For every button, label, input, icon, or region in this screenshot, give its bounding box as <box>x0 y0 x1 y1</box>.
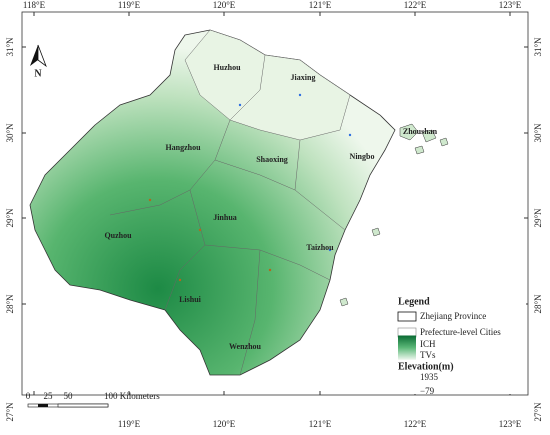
lat-label: 30°N <box>5 123 15 143</box>
city-labels: Huzhou Jiaxing Hangzhou Shaoxing Ningbo Zhous… <box>104 63 437 351</box>
lon-label: 120°E <box>213 0 236 10</box>
lon-label: 121°E <box>309 419 332 429</box>
legend: Legend Zhejiang Province Prefecture-leve… <box>393 294 526 396</box>
legend-label: Elevation(m) <box>398 361 454 372</box>
lon-label: 122°E <box>404 419 427 429</box>
lat-label: 31°N <box>5 37 15 57</box>
lat-label: 28°N <box>533 294 543 314</box>
city-label: Taizhou <box>306 243 334 252</box>
tv-point <box>178 278 182 282</box>
lat-label: 29°N <box>5 208 15 228</box>
lat-label: 30°N <box>533 123 543 143</box>
city-boundaries <box>109 54 346 376</box>
lon-label: 119°E <box>118 0 141 10</box>
lat-label: 28°N <box>5 294 15 314</box>
lon-label: 118°E <box>23 0 46 10</box>
legend-label: −79 <box>420 386 435 396</box>
legend-label: TVs <box>420 350 436 360</box>
legend-label: 1935 <box>420 372 439 382</box>
lat-label: 27°N <box>533 402 543 422</box>
ich-point <box>328 248 332 252</box>
tv-point <box>198 228 202 232</box>
lon-label: 123°E <box>499 419 522 429</box>
city-label: Huzhou <box>213 63 241 72</box>
points <box>148 93 352 282</box>
ich-point <box>348 133 352 137</box>
legend-title: Legend <box>398 296 430 307</box>
scale-label: 50 <box>64 391 74 401</box>
lat-label: 31°N <box>533 37 543 57</box>
city-label: Ningbo <box>350 152 375 161</box>
scale-label: 100 Kilometers <box>104 391 160 401</box>
scale-label: 0 <box>26 391 31 401</box>
ich-point <box>238 103 242 107</box>
lon-label: 121°E <box>309 0 332 10</box>
city-label: Zhoushan <box>403 127 438 136</box>
legend-label: Prefecture-level Cities <box>420 327 501 337</box>
city-label: Wenzhou <box>229 342 262 351</box>
city-label: Hangzhou <box>165 143 201 152</box>
lat-label: 27°N <box>5 402 15 422</box>
city-label: Quzhou <box>104 231 132 240</box>
lon-label: 119°E <box>118 419 141 429</box>
city-label: Lishui <box>179 295 202 304</box>
legend-label: ICH <box>420 339 436 349</box>
scale-bar: 0 25 50 100 Kilometers <box>26 391 160 408</box>
lat-label: 29°N <box>533 208 543 228</box>
islands <box>339 123 449 307</box>
lon-label: 122°E <box>404 0 427 10</box>
graticule-ticks: 118°E 119°E 119°E 120°E 120°E 121°E 121°E 122°E… <box>5 0 543 429</box>
legend-label: Zhejiang Province <box>420 311 486 321</box>
lon-label: 123°E <box>499 0 522 10</box>
tv-point <box>148 198 152 202</box>
city-label: Shaoxing <box>256 155 288 164</box>
lon-label: 120°E <box>213 419 236 429</box>
tv-point <box>268 268 272 272</box>
city-label: Jinhua <box>213 213 237 222</box>
north-arrow: N <box>30 44 47 79</box>
north-label: N <box>34 68 42 79</box>
ich-point <box>298 93 302 97</box>
city-label: Jiaxing <box>291 73 316 82</box>
scale-label: 25 <box>44 391 54 401</box>
